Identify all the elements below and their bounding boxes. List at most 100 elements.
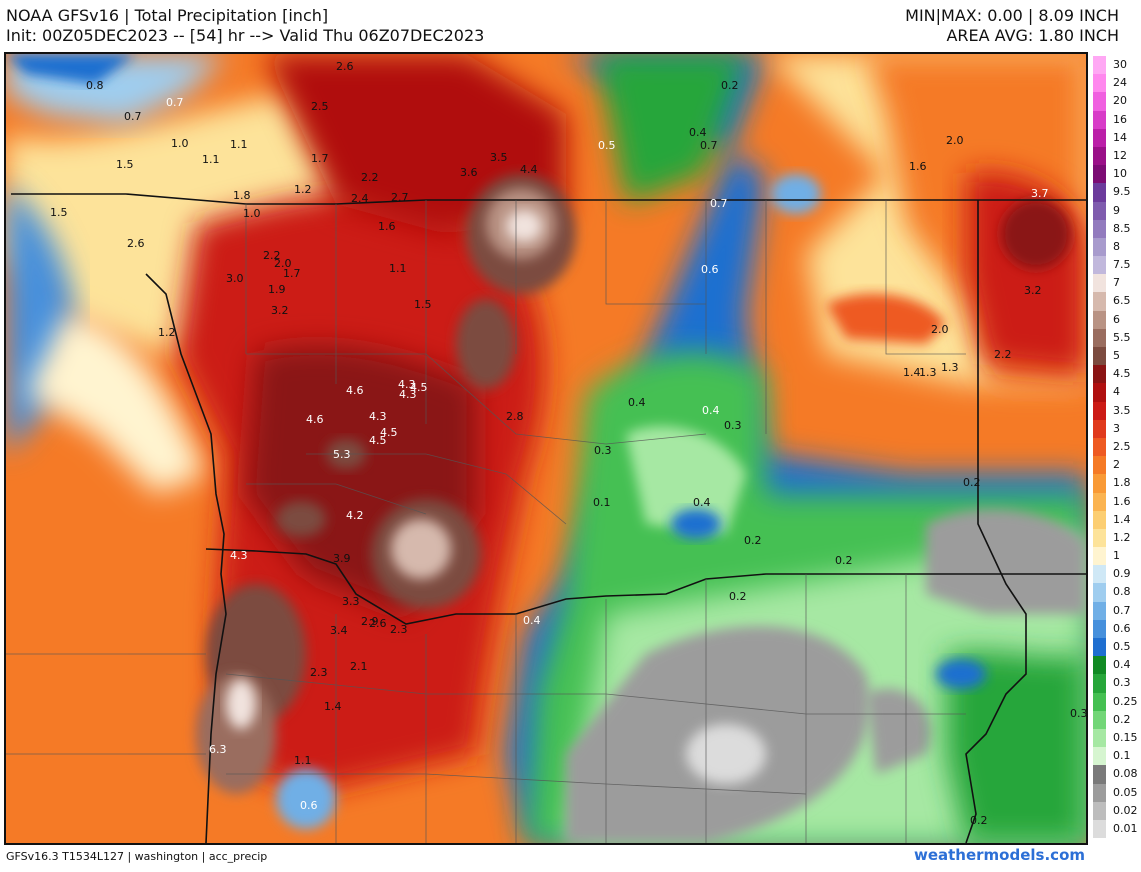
legend-label: 7 bbox=[1113, 276, 1120, 290]
legend-entry: 14 bbox=[1093, 128, 1141, 147]
legend-entry: 10 bbox=[1093, 165, 1141, 184]
legend-swatch bbox=[1093, 92, 1106, 111]
legend-swatch bbox=[1093, 656, 1106, 675]
legend-entry: 2 bbox=[1093, 456, 1141, 475]
precip-value-label: 0.5 bbox=[598, 139, 616, 152]
legend-label: 20 bbox=[1113, 94, 1127, 108]
precip-value-label: 1.6 bbox=[909, 160, 927, 173]
precip-value-label: 3.4 bbox=[330, 624, 348, 637]
precip-value-label: 2.1 bbox=[350, 660, 368, 673]
legend-entry: 0.2 bbox=[1093, 710, 1141, 729]
color-scale-legend: 30 24 20 16 14 12 10 9.5 9 8.5 8 7.5 7 6.5 6 5.5 5 4.5 4 3.… bbox=[1093, 56, 1141, 839]
precip-value-label: 1.0 bbox=[243, 207, 261, 220]
legend-label: 0.02 bbox=[1113, 803, 1138, 817]
precip-value-label: 0.3 bbox=[594, 444, 612, 457]
precip-value-label: 4.6 bbox=[346, 384, 364, 397]
precip-value-label: 1.9 bbox=[268, 283, 286, 296]
precip-value-label: 0.4 bbox=[689, 126, 707, 139]
precip-value-label: 0.4 bbox=[628, 396, 646, 409]
area-average: AREA AVG: 1.80 INCH bbox=[946, 26, 1119, 45]
legend-entry: 12 bbox=[1093, 146, 1141, 166]
precip-value-label: 2.4 bbox=[351, 192, 369, 205]
precip-value-label: 1.8 bbox=[233, 189, 251, 202]
precip-value-label: 4.3 bbox=[230, 549, 248, 562]
legend-entry: 0.08 bbox=[1093, 765, 1141, 784]
precip-value-label: 0.7 bbox=[166, 96, 184, 109]
stats-header: MIN|MAX: 0.00 | 8.09 INCH AREA AVG: 1.80… bbox=[905, 6, 1119, 46]
legend-label: 3.5 bbox=[1113, 403, 1131, 417]
precip-value-label: 2.2 bbox=[263, 249, 281, 262]
legend-swatch bbox=[1093, 201, 1106, 220]
legend-label: 0.2 bbox=[1113, 712, 1131, 726]
legend-label: 8.5 bbox=[1113, 221, 1131, 235]
legend-swatch bbox=[1093, 401, 1106, 420]
precip-value-label: 3.0 bbox=[226, 272, 244, 285]
legend-swatch bbox=[1093, 510, 1106, 529]
legend-swatch bbox=[1093, 565, 1106, 584]
legend-label: 10 bbox=[1113, 167, 1127, 181]
legend-label: 0.5 bbox=[1113, 640, 1131, 653]
legend-label: 0.01 bbox=[1113, 821, 1138, 835]
legend-entry: 1.2 bbox=[1093, 528, 1141, 548]
legend-swatch bbox=[1093, 674, 1106, 693]
precip-value-label: 0.4 bbox=[523, 614, 541, 627]
legend-label: 0.8 bbox=[1113, 585, 1131, 599]
precip-value-label: 4.3 bbox=[399, 388, 417, 401]
legend-entry: 16 bbox=[1093, 110, 1141, 129]
legend-entry: 1 bbox=[1093, 547, 1141, 566]
precip-value-label: 2.0 bbox=[931, 323, 949, 336]
legend-entry: 5 bbox=[1093, 347, 1141, 366]
legend-label: 0.9 bbox=[1113, 567, 1131, 581]
legend-entry: 7 bbox=[1093, 274, 1141, 293]
county-lines bbox=[6, 200, 966, 843]
legend-swatch bbox=[1093, 328, 1106, 347]
precip-value-label: 3.5 bbox=[490, 151, 508, 164]
legend-label: 14 bbox=[1113, 130, 1127, 144]
precip-value-label: 1.1 bbox=[294, 754, 312, 767]
precip-value-label: 6.3 bbox=[209, 743, 227, 756]
precip-value-label: 2.5 bbox=[311, 100, 329, 113]
legend-entry: 0.02 bbox=[1093, 801, 1141, 820]
precip-value-label: 0.2 bbox=[963, 476, 981, 489]
precip-fill-layer bbox=[6, 54, 1086, 843]
legend-swatch bbox=[1093, 74, 1106, 93]
legend-label: 16 bbox=[1113, 112, 1127, 126]
precip-value-label: 1.4 bbox=[903, 366, 921, 379]
legend-label: 9 bbox=[1113, 203, 1120, 217]
precip-value-label: 1.2 bbox=[294, 183, 312, 196]
legend-label: 2.5 bbox=[1113, 439, 1131, 453]
legend-label: 0.08 bbox=[1113, 767, 1138, 781]
legend-label: 4 bbox=[1113, 385, 1120, 399]
precip-value-label: 2.6 bbox=[369, 617, 387, 630]
legend-entry: 24 bbox=[1093, 74, 1141, 93]
legend-entry: 2.5 bbox=[1093, 437, 1141, 457]
legend-swatch bbox=[1093, 747, 1106, 766]
legend-entry: 6.5 bbox=[1093, 292, 1141, 311]
legend-label: 30 bbox=[1113, 58, 1127, 71]
legend-label: 7.5 bbox=[1113, 258, 1131, 272]
precip-value-label: 1.1 bbox=[202, 153, 220, 166]
legend-swatch bbox=[1093, 601, 1106, 620]
legend-entry: 20 bbox=[1093, 92, 1141, 111]
legend-entry: 4.5 bbox=[1093, 365, 1141, 384]
legend-entry: 7.5 bbox=[1093, 256, 1141, 275]
legend-entry: 5.5 bbox=[1093, 328, 1141, 347]
legend-label: 6 bbox=[1113, 312, 1120, 326]
legend-swatch bbox=[1093, 492, 1106, 511]
legend-entry: 30 bbox=[1093, 56, 1141, 75]
legend-swatch bbox=[1093, 128, 1106, 147]
precip-value-label: 4.5 bbox=[380, 426, 398, 439]
legend-label: 5.5 bbox=[1113, 330, 1131, 344]
legend-swatch bbox=[1093, 765, 1106, 784]
init-valid-time: Init: 00Z05DEC2023 -- [54] hr --> Valid … bbox=[6, 26, 485, 45]
legend-label: 0.3 bbox=[1113, 676, 1131, 690]
legend-swatch bbox=[1093, 56, 1106, 75]
precip-value-label: 0.4 bbox=[693, 496, 711, 509]
precip-value-label: 0.6 bbox=[701, 263, 719, 276]
legend-label: 1 bbox=[1113, 549, 1120, 563]
precip-value-label: 0.1 bbox=[593, 496, 611, 509]
precip-value-label: 2.8 bbox=[506, 410, 524, 423]
precip-value-label: 1.3 bbox=[919, 366, 937, 379]
legend-swatch bbox=[1093, 237, 1106, 257]
precip-value-label: 1.7 bbox=[311, 152, 329, 165]
